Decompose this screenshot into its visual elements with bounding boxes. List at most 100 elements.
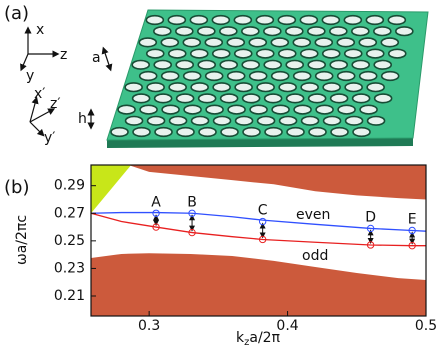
hole xyxy=(344,115,364,126)
hole xyxy=(351,26,370,37)
axis-glyph-label: y xyxy=(26,68,34,84)
hole xyxy=(329,59,349,70)
hole xyxy=(322,115,342,126)
hole xyxy=(263,26,282,37)
hole xyxy=(293,104,312,115)
hole xyxy=(198,126,217,138)
region xyxy=(91,253,426,316)
hole xyxy=(336,70,356,82)
hole xyxy=(189,48,209,59)
point xyxy=(188,228,196,237)
hole xyxy=(175,59,195,70)
axis-glyph-label: z xyxy=(60,47,67,63)
hole xyxy=(211,14,231,26)
hole xyxy=(190,82,209,93)
hole xyxy=(226,70,246,82)
hole xyxy=(285,26,304,37)
hole xyxy=(292,37,312,48)
y-axis-label: ωa/2πc xyxy=(14,215,30,265)
hole xyxy=(146,82,165,93)
hole xyxy=(263,93,283,104)
hole xyxy=(139,104,158,115)
point xyxy=(366,224,375,233)
hole xyxy=(131,59,151,70)
hole xyxy=(380,37,400,48)
hole xyxy=(175,93,195,104)
hole xyxy=(219,26,238,37)
hole xyxy=(167,48,187,59)
point-label: A xyxy=(151,194,161,210)
hole xyxy=(234,82,253,93)
x-axis-label: kza/2π xyxy=(236,330,281,348)
hole xyxy=(329,93,349,104)
hole xyxy=(322,82,341,93)
x-tick-label: 0.3 xyxy=(138,318,160,334)
hole xyxy=(299,14,319,26)
hole xyxy=(337,104,356,115)
hole xyxy=(241,93,261,104)
legend-label: odd xyxy=(302,248,328,264)
x-axis-label-part: z xyxy=(244,337,249,348)
hole xyxy=(249,104,268,115)
hole xyxy=(205,104,224,115)
hole xyxy=(145,14,165,26)
hole xyxy=(212,115,232,126)
hole xyxy=(300,82,319,93)
hole xyxy=(344,82,363,93)
holes xyxy=(110,14,414,138)
legend-label: even xyxy=(296,207,330,223)
hole xyxy=(242,126,261,138)
hole xyxy=(263,59,283,70)
axis-glyph-label: x′ xyxy=(34,86,45,102)
hole xyxy=(358,37,378,48)
hole xyxy=(138,70,158,82)
hole xyxy=(278,115,298,126)
hole xyxy=(351,59,371,70)
y-tick-label: 0.23 xyxy=(54,260,85,276)
thickness-label: h xyxy=(78,111,87,127)
hole xyxy=(307,59,327,70)
hole xyxy=(277,14,297,26)
hole xyxy=(227,104,246,115)
hole xyxy=(153,93,173,104)
hole xyxy=(255,14,275,26)
hole xyxy=(358,70,378,82)
point-label: E xyxy=(408,212,417,228)
x-axis-label-part: k xyxy=(236,330,245,346)
hole xyxy=(315,104,334,115)
point xyxy=(258,217,267,226)
hole xyxy=(395,26,414,37)
hole xyxy=(117,104,136,115)
hole xyxy=(189,14,209,26)
axis-glyph-label: x xyxy=(36,22,44,38)
hole xyxy=(219,93,239,104)
hole xyxy=(366,115,386,126)
hole xyxy=(285,93,305,104)
hole xyxy=(314,70,334,82)
hole xyxy=(145,48,165,59)
hole xyxy=(233,48,253,59)
hole xyxy=(314,37,334,48)
panel-label: (b) xyxy=(4,177,29,198)
hole xyxy=(168,82,187,93)
hole xyxy=(168,115,188,126)
point-label: C xyxy=(258,203,268,219)
hole xyxy=(307,26,326,37)
hole xyxy=(286,126,305,138)
hole xyxy=(241,59,261,70)
hole xyxy=(248,70,268,82)
hole xyxy=(359,104,378,115)
panel-a: (a) x z y x′ z′ y′ h a xyxy=(4,3,429,148)
x-tick-label: 0.5 xyxy=(415,318,436,334)
hole xyxy=(373,26,392,37)
hole xyxy=(336,37,356,48)
hole xyxy=(146,115,166,126)
region xyxy=(91,165,426,200)
hole xyxy=(277,48,297,59)
hole xyxy=(307,93,327,104)
y-tick-label: 0.21 xyxy=(54,288,85,304)
hole xyxy=(154,126,173,138)
axes-glyph xyxy=(20,26,113,137)
y-tick-label: 0.29 xyxy=(54,178,85,194)
hole xyxy=(299,48,319,59)
